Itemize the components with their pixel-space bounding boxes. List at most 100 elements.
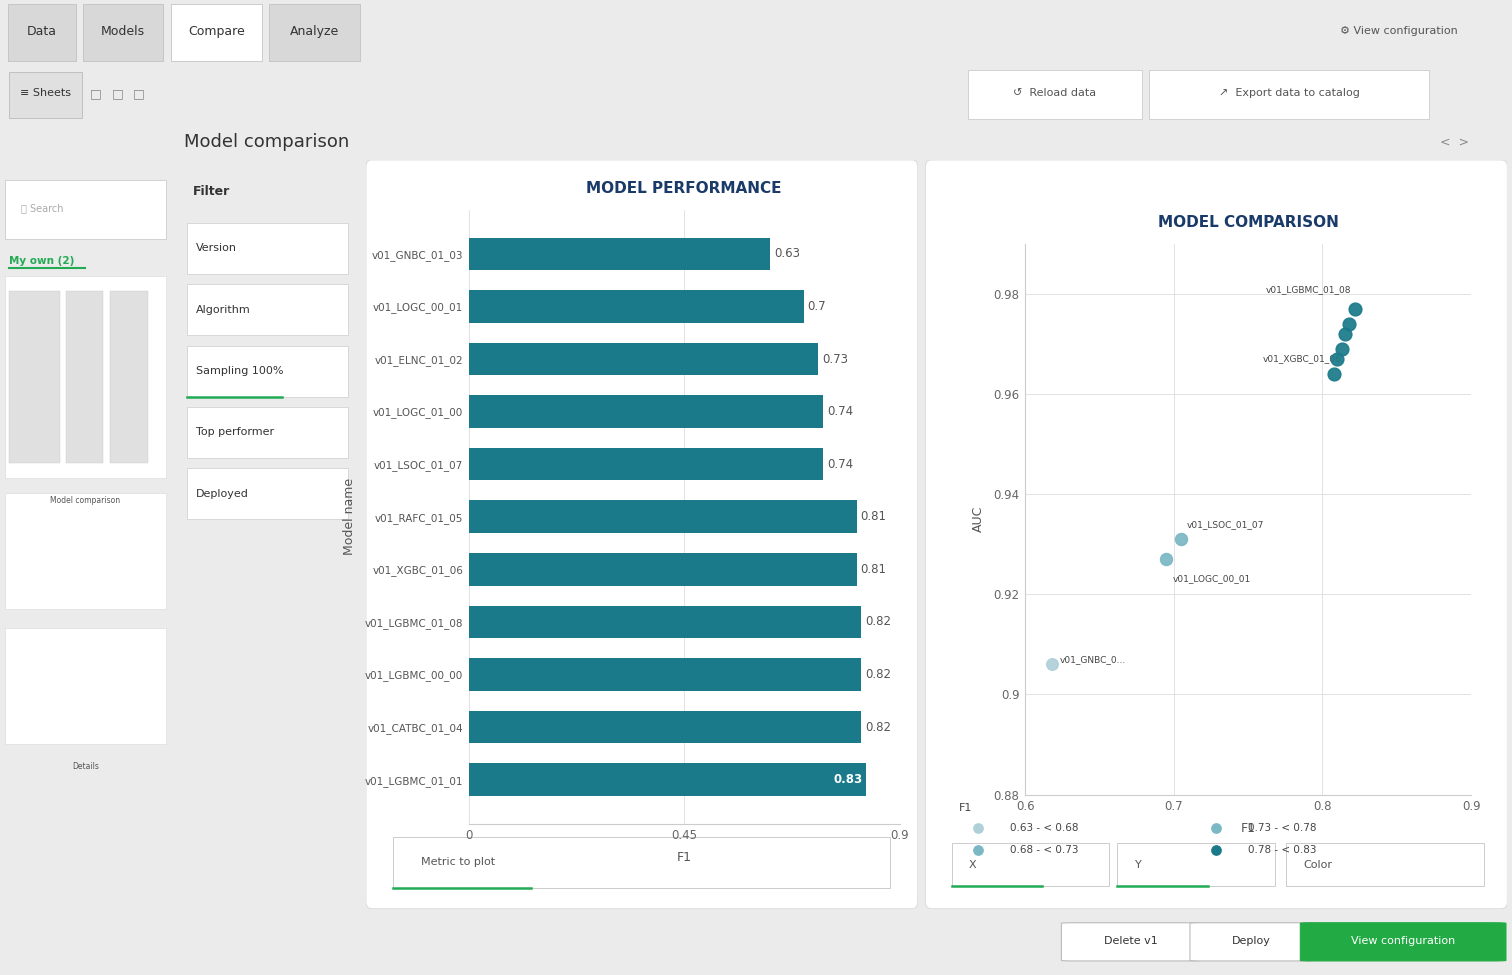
X-axis label: F1: F1 <box>1241 822 1255 835</box>
FancyBboxPatch shape <box>269 4 360 61</box>
FancyBboxPatch shape <box>9 71 82 118</box>
FancyBboxPatch shape <box>187 345 348 397</box>
Bar <box>469 291 804 323</box>
Bar <box>469 553 856 586</box>
Text: ≡ Sheets: ≡ Sheets <box>20 89 71 98</box>
Point <box>1329 341 1353 357</box>
Point <box>1204 820 1228 836</box>
Text: 0.63: 0.63 <box>774 248 800 260</box>
Point <box>1204 842 1228 858</box>
Text: Y: Y <box>1136 860 1142 870</box>
Point <box>1325 351 1349 367</box>
Text: v01_LOGC_00_01: v01_LOGC_00_01 <box>1172 574 1250 583</box>
Text: v01_XGBC_01_06: v01_XGBC_01_06 <box>1263 354 1341 363</box>
Text: 0.82: 0.82 <box>865 615 891 629</box>
Y-axis label: AUC: AUC <box>972 506 986 532</box>
Point <box>1323 367 1347 382</box>
Text: 0.82: 0.82 <box>865 721 891 733</box>
Text: 0.81: 0.81 <box>860 563 886 576</box>
Text: 0.82: 0.82 <box>865 668 891 681</box>
Text: 0.73 - < 0.78: 0.73 - < 0.78 <box>1249 823 1317 833</box>
FancyBboxPatch shape <box>968 70 1142 119</box>
Text: ↺  Reload data: ↺ Reload data <box>1013 89 1096 98</box>
Text: Color: Color <box>1303 860 1332 870</box>
FancyBboxPatch shape <box>9 291 60 463</box>
FancyBboxPatch shape <box>5 276 166 478</box>
Text: X: X <box>969 860 977 870</box>
FancyBboxPatch shape <box>1061 922 1201 961</box>
Text: Deployed: Deployed <box>197 488 249 499</box>
Bar <box>469 395 823 428</box>
Text: 0.83: 0.83 <box>833 773 862 786</box>
Text: Analyze: Analyze <box>290 24 339 38</box>
Text: 🔍 Search: 🔍 Search <box>21 204 64 214</box>
FancyBboxPatch shape <box>187 223 348 274</box>
Bar <box>469 238 770 270</box>
Text: 0.63 - < 0.68: 0.63 - < 0.68 <box>1010 823 1078 833</box>
Text: 0.81: 0.81 <box>860 510 886 524</box>
Text: □: □ <box>133 87 145 99</box>
Text: 0.68 - < 0.73: 0.68 - < 0.73 <box>1010 845 1078 855</box>
Point <box>966 820 990 836</box>
FancyBboxPatch shape <box>187 407 348 458</box>
Title: MODEL PERFORMANCE: MODEL PERFORMANCE <box>587 181 782 196</box>
Point <box>1154 552 1178 567</box>
FancyBboxPatch shape <box>366 160 918 909</box>
Text: View configuration: View configuration <box>1352 936 1455 946</box>
Text: F1: F1 <box>959 802 972 812</box>
Text: Metric to plot: Metric to plot <box>420 856 496 867</box>
Text: 0.73: 0.73 <box>823 353 848 366</box>
Text: v01_LGBMC_01_08: v01_LGBMC_01_08 <box>1266 285 1350 293</box>
Text: Data: Data <box>27 24 56 38</box>
Text: v01_GNBC_0...: v01_GNBC_0... <box>1060 655 1125 664</box>
FancyBboxPatch shape <box>110 291 148 463</box>
Text: Version: Version <box>197 243 237 254</box>
Bar <box>469 448 823 481</box>
Text: Model comparison: Model comparison <box>50 496 121 505</box>
FancyBboxPatch shape <box>83 4 163 61</box>
Y-axis label: Model name: Model name <box>343 478 357 556</box>
Bar <box>469 763 866 796</box>
FancyBboxPatch shape <box>1287 842 1485 886</box>
X-axis label: F1: F1 <box>677 851 691 864</box>
FancyBboxPatch shape <box>171 4 262 61</box>
FancyBboxPatch shape <box>951 842 1108 886</box>
Bar <box>469 500 856 533</box>
Text: Algorithm: Algorithm <box>197 304 251 315</box>
Point <box>1332 326 1356 341</box>
Bar <box>469 605 862 639</box>
Text: Model comparison: Model comparison <box>184 134 349 151</box>
FancyBboxPatch shape <box>67 291 103 463</box>
Bar <box>469 342 818 375</box>
Text: □: □ <box>112 87 124 99</box>
Text: Compare: Compare <box>187 24 245 38</box>
Text: 0.78 - < 0.83: 0.78 - < 0.83 <box>1249 845 1317 855</box>
FancyBboxPatch shape <box>5 493 166 609</box>
FancyBboxPatch shape <box>8 4 76 61</box>
Text: ↗  Export data to catalog: ↗ Export data to catalog <box>1219 89 1359 98</box>
FancyBboxPatch shape <box>5 628 166 744</box>
Point <box>1040 656 1064 672</box>
Point <box>1169 531 1193 547</box>
Text: 0.74: 0.74 <box>827 405 853 418</box>
FancyBboxPatch shape <box>925 160 1507 909</box>
FancyBboxPatch shape <box>393 837 891 887</box>
Title: MODEL COMPARISON: MODEL COMPARISON <box>1158 215 1338 230</box>
Text: 0.7: 0.7 <box>807 300 827 313</box>
Point <box>1337 316 1361 332</box>
Text: v01_LSOC_01_07: v01_LSOC_01_07 <box>1187 521 1264 529</box>
Bar <box>469 658 862 691</box>
FancyBboxPatch shape <box>1300 922 1506 961</box>
Text: <  >: < > <box>1439 136 1470 149</box>
Text: ⚙ View configuration: ⚙ View configuration <box>1340 26 1458 36</box>
Text: Deploy: Deploy <box>1232 936 1270 946</box>
Text: □: □ <box>89 87 101 99</box>
Point <box>966 842 990 858</box>
Text: 0.74: 0.74 <box>827 457 853 471</box>
Text: Top performer: Top performer <box>197 427 274 438</box>
Text: My own (2): My own (2) <box>9 256 74 266</box>
Text: Sampling 100%: Sampling 100% <box>197 366 284 376</box>
Text: Details: Details <box>73 761 98 771</box>
Text: Filter: Filter <box>192 185 230 198</box>
FancyBboxPatch shape <box>1149 70 1429 119</box>
